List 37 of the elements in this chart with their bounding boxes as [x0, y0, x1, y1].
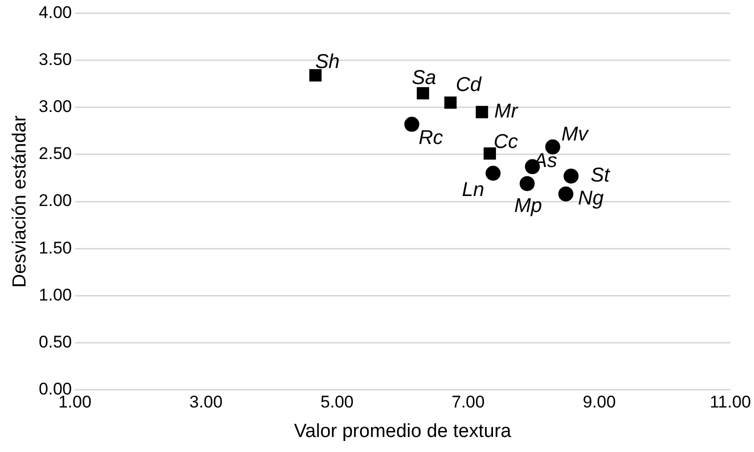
point [520, 176, 535, 192]
y-tick-label: 0.50 [38, 332, 72, 352]
annotation: Ln [462, 178, 484, 201]
annotation: Cd [456, 74, 482, 96]
point [484, 147, 496, 160]
annotation: St [590, 164, 611, 187]
x-tick-label: 11.00 [710, 392, 751, 412]
point [309, 69, 322, 82]
point [404, 116, 420, 132]
x-tick-label: 3.00 [189, 392, 223, 412]
annotation: Sa [412, 66, 436, 89]
point [564, 168, 579, 184]
x-tick-label: 9.00 [582, 392, 616, 412]
annotation: Sh [315, 50, 340, 73]
annotation: Rc [418, 126, 444, 149]
x-tick-label: 5.00 [320, 392, 354, 412]
y-tick-label: 3.00 [38, 97, 72, 116]
annotation: Mp [514, 195, 542, 218]
point [545, 139, 560, 154]
x-axis-title: Valor promedio de textura [294, 420, 512, 442]
annotation: Mv [561, 123, 590, 146]
y-axis-title: Desviación estándar [10, 114, 31, 288]
point [444, 96, 457, 109]
point [416, 87, 430, 100]
y-tick-label: 4.00 [38, 2, 72, 22]
point [558, 186, 574, 202]
y-tick-label: 3.50 [38, 50, 72, 69]
y-tick-label: 2.00 [38, 191, 72, 210]
annotation: Cc [494, 131, 518, 154]
point [476, 106, 488, 118]
x-tick-label: 7.00 [452, 392, 485, 412]
y-tick-label: 2.50 [38, 144, 72, 164]
annotation: Ng [578, 188, 604, 210]
y-tick-label: 1.00 [38, 285, 72, 304]
annotation: Mr [494, 100, 519, 123]
y-tick-label: 1.50 [38, 238, 72, 258]
point [486, 166, 501, 181]
